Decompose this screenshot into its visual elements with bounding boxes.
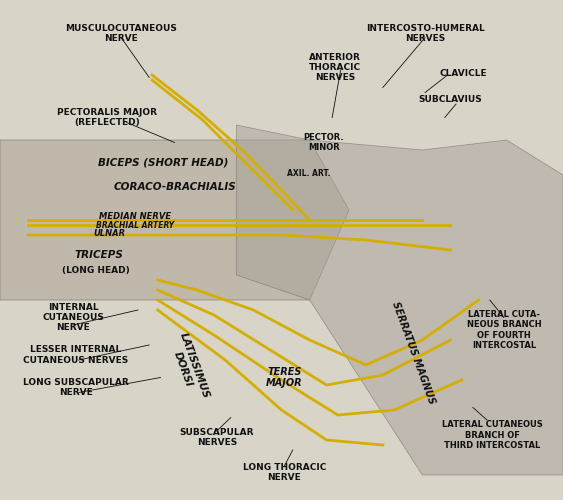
Text: BRACHIAL ARTERY: BRACHIAL ARTERY: [96, 222, 174, 230]
Text: CORACO-BRACHIALIS: CORACO-BRACHIALIS: [113, 182, 236, 192]
Text: LATISSIMUS
DORSI: LATISSIMUS DORSI: [167, 331, 211, 404]
Text: LATERAL CUTA-
NEOUS BRANCH
OF FOURTH
INTERCOSTAL: LATERAL CUTA- NEOUS BRANCH OF FOURTH INT…: [467, 310, 541, 350]
Text: INTERCOSTO-HUMERAL
NERVES: INTERCOSTO-HUMERAL NERVES: [366, 24, 484, 44]
Text: LATERAL CUTANEOUS
BRANCH OF
THIRD INTERCOSTAL: LATERAL CUTANEOUS BRANCH OF THIRD INTERC…: [443, 420, 543, 450]
Text: PECTORALIS MAJOR
(REFLECTED): PECTORALIS MAJOR (REFLECTED): [57, 108, 157, 127]
Text: LONG THORACIC
NERVE: LONG THORACIC NERVE: [243, 463, 326, 482]
Text: AXIL. ART.: AXIL. ART.: [287, 170, 330, 178]
Text: SUBSCAPULAR
NERVES: SUBSCAPULAR NERVES: [180, 428, 254, 447]
Text: MUSCULOCUTANEOUS
NERVE: MUSCULOCUTANEOUS NERVE: [65, 24, 177, 44]
Text: SUBCLAVIUS: SUBCLAVIUS: [418, 96, 482, 104]
Text: ANTERIOR
THORACIC
NERVES: ANTERIOR THORACIC NERVES: [309, 52, 361, 82]
Text: PECTOR.
MINOR: PECTOR. MINOR: [303, 133, 344, 152]
Text: INTERNAL
CUTANEOUS
NERVE: INTERNAL CUTANEOUS NERVE: [42, 302, 104, 332]
Text: BICEPS (SHORT HEAD): BICEPS (SHORT HEAD): [98, 158, 229, 168]
Polygon shape: [236, 125, 563, 475]
Text: SERRATUS MAGNUS: SERRATUS MAGNUS: [391, 300, 437, 405]
Text: MEDIAN NERVE: MEDIAN NERVE: [99, 212, 171, 221]
Text: LESSER INTERNAL
CUTANEOUS NERVES: LESSER INTERNAL CUTANEOUS NERVES: [24, 346, 128, 364]
Text: (LONG HEAD): (LONG HEAD): [62, 266, 129, 274]
Polygon shape: [0, 140, 349, 300]
Text: LONG SUBSCAPULAR
NERVE: LONG SUBSCAPULAR NERVE: [23, 378, 129, 397]
Text: TERES
MAJOR: TERES MAJOR: [266, 366, 303, 388]
Text: ULNAR: ULNAR: [93, 230, 126, 238]
Text: CLAVICLE: CLAVICLE: [439, 70, 487, 78]
Text: TRICEPS: TRICEPS: [74, 250, 123, 260]
